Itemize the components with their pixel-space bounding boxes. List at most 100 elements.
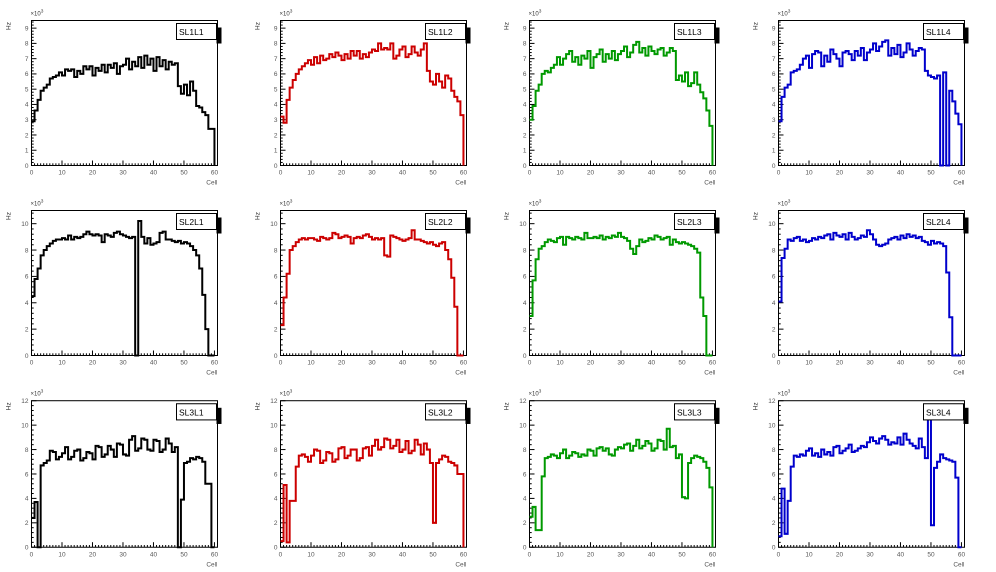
x-tick-label: 30 (866, 170, 874, 177)
y-tick-label: 8 (25, 447, 29, 454)
y-tick-label: 4 (772, 496, 776, 503)
title-box (674, 403, 715, 421)
y-tick-label: 0 (274, 545, 278, 552)
x-axis-title: Cell (455, 180, 467, 187)
y-tick-label: 8 (772, 447, 776, 454)
y-axis-exponent: ×103 (31, 9, 44, 18)
x-axis-ticks (778, 542, 962, 548)
histogram-pad-SL2L4[interactable]: 0 10 20 30 40 50 60 0 2 4 6 8 10 ×103 Hz Cell SL2L4 (747, 190, 996, 380)
x-tick-label: 20 (338, 360, 346, 367)
x-tick-label: 60 (958, 170, 966, 177)
x-tick-label: 50 (429, 170, 437, 177)
x-tick-label: 20 (89, 170, 97, 177)
y-axis-exponent: ×103 (529, 9, 542, 18)
plot-frame (529, 210, 716, 356)
x-tick-label: 60 (958, 551, 966, 558)
histogram-pad-SL2L2[interactable]: 0 10 20 30 40 50 60 0 2 4 6 8 10 ×103 Hz Cell SL2L2 (249, 190, 498, 380)
x-tick-label: 30 (617, 170, 625, 177)
y-tick-label: 4 (25, 300, 29, 307)
y-tick-label: 2 (25, 326, 29, 333)
x-tick-label: 30 (119, 170, 127, 177)
y-axis-ticks (529, 212, 535, 356)
x-tick-label: 50 (927, 170, 935, 177)
y-tick-label: 0 (772, 163, 776, 170)
y-tick-label: 5 (274, 86, 278, 93)
x-tick-label: 50 (927, 360, 935, 367)
x-tick-label: 20 (836, 360, 844, 367)
x-tick-label: 40 (150, 170, 158, 177)
histogram-panel-SL3L4: 0 10 20 30 40 50 60 0 2 4 6 8 10 12 ×103 Hz Cell SL3L4 (747, 380, 996, 572)
x-tick-label: 10 (307, 170, 315, 177)
y-tick-label: 6 (274, 71, 278, 78)
title-box (176, 23, 217, 40)
x-axis-title: Cell (455, 561, 467, 568)
y-tick-label: 0 (523, 353, 527, 360)
x-axis-ticks (280, 542, 464, 548)
x-tick-label: 0 (279, 551, 283, 558)
y-tick-label: 2 (523, 520, 527, 527)
y-tick-label: 7 (25, 56, 29, 63)
y-tick-label: 6 (25, 471, 29, 478)
histogram-pad-SL2L3[interactable]: 0 10 20 30 40 50 60 0 2 4 6 8 10 ×103 Hz Cell SL2L3 (498, 190, 747, 380)
y-axis-title: Hz (255, 212, 262, 220)
x-tick-label: 60 (958, 360, 966, 367)
histogram-pad-SL2L1[interactable]: 0 10 20 30 40 50 60 0 2 4 6 8 10 ×103 Hz Cell SL2L1 (0, 190, 249, 380)
y-tick-label: 1 (274, 148, 278, 155)
histogram-pad-SL1L3[interactable]: 0 10 20 30 40 50 60 0 1 2 3 4 5 6 7 8 9×103 Hz Cell SL1L3 (498, 0, 747, 190)
y-tick-label: 4 (772, 102, 776, 109)
histogram-panel-SL3L1: 0 10 20 30 40 50 60 0 2 4 6 8 10 12 ×103 Hz Cell SL3L1 (0, 380, 249, 572)
y-axis-title: Hz (255, 22, 262, 30)
y-tick-label: 4 (274, 496, 278, 503)
y-axis-exponent: ×103 (529, 389, 542, 398)
histogram-line-SL1L1 (31, 54, 216, 166)
title-box (674, 213, 715, 230)
title-label: SL2L2 (428, 217, 453, 227)
y-tick-label: 8 (274, 41, 278, 48)
title-box-shadow (714, 407, 720, 424)
x-axis-ticks (31, 160, 215, 166)
x-tick-label: 40 (150, 551, 158, 558)
y-axis-title: Hz (504, 212, 511, 220)
y-tick-label: 2 (772, 326, 776, 333)
histogram-line-SL1L3 (529, 40, 714, 166)
x-tick-label: 0 (279, 360, 283, 367)
y-axis-exponent: ×103 (280, 199, 293, 208)
y-tick-label: 7 (274, 56, 278, 63)
y-axis-exponent: ×103 (778, 199, 791, 208)
title-box (923, 403, 964, 421)
x-tick-label: 40 (150, 360, 158, 367)
histogram-pad-SL3L3[interactable]: 0 10 20 30 40 50 60 0 2 4 6 8 10 12×103 Hz Cell SL3L3 (498, 380, 747, 572)
histogram-pad-SL1L4[interactable]: 0 10 20 30 40 50 60 0 1 2 3 4 5 6 7 8 9×103 Hz Cell SL1L4 (747, 0, 996, 190)
y-tick-label: 0 (25, 163, 29, 170)
histogram-pad-SL1L2[interactable]: 0 10 20 30 40 50 60 0 1 2 3 4 5 6 7 8 9×103 Hz Cell SL1L2 (249, 0, 498, 190)
x-tick-label: 10 (805, 360, 813, 367)
title-box (923, 213, 964, 230)
x-tick-label: 30 (119, 551, 127, 558)
histogram-pad-SL1L1[interactable]: 0 10 20 30 40 50 60 0 1 2 3 4 5 6 7 8 9×103 Hz Cell SL1L1 (0, 0, 249, 190)
histogram-pad-SL3L2[interactable]: 0 10 20 30 40 50 60 0 2 4 6 8 10 12×103 Hz Cell SL3L2 (249, 380, 498, 572)
histogram-panel-SL1L3: 0 10 20 30 40 50 60 0 1 2 3 4 5 6 7 8 9 ×103 Hz Cell SL1L3 (498, 0, 747, 190)
histogram-pad-SL3L4[interactable]: 0 10 20 30 40 50 60 0 2 4 6 8 10 12×103 Hz Cell SL3L4 (747, 380, 996, 572)
x-tick-label: 60 (211, 551, 219, 558)
y-tick-label: 6 (772, 471, 776, 478)
histogram-pad-SL3L1[interactable]: 0 10 20 30 40 50 60 0 2 4 6 8 10 12×103 Hz Cell SL3L1 (0, 380, 249, 572)
x-axis-title: Cell (455, 370, 467, 377)
histogram-line-SL1L4 (778, 39, 963, 167)
x-tick-label: 50 (429, 360, 437, 367)
x-tick-label: 0 (777, 170, 781, 177)
y-tick-label: 12 (768, 398, 776, 405)
x-tick-label: 40 (399, 170, 407, 177)
histogram-line-SL3L3 (529, 427, 714, 548)
title-box (176, 403, 217, 421)
plot-frame (280, 400, 467, 548)
histogram-panel-SL3L3: 0 10 20 30 40 50 60 0 2 4 6 8 10 12 ×103 Hz Cell SL3L3 (498, 380, 747, 572)
x-tick-label: 10 (556, 551, 564, 558)
title-box (176, 213, 217, 230)
y-tick-label: 8 (25, 247, 29, 254)
x-tick-label: 60 (460, 170, 468, 177)
title-box-shadow (216, 217, 222, 234)
y-tick-label: 6 (523, 471, 527, 478)
x-axis-ticks (31, 542, 215, 548)
y-tick-label: 10 (270, 422, 278, 429)
